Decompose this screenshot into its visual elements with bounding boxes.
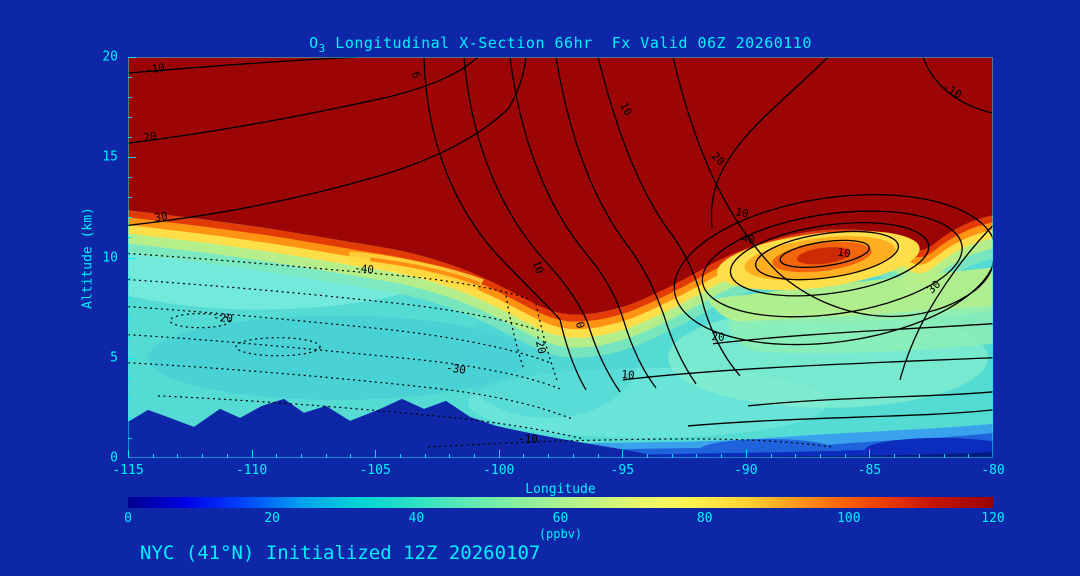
init-info-text: NYC (41°N) Initialized 12Z 20260107	[140, 542, 540, 564]
x-tick-label: -110	[235, 463, 268, 478]
colorbar-tick-labels: 0 20 40 60 80 100 120	[124, 511, 1005, 526]
y-axis-tick-labels: 0 5 10 15 20	[88, 50, 122, 466]
plot-title: O3 Longitudinal X-Section 66hr Fx Valid …	[128, 34, 993, 55]
x-axis-title: Longitude	[128, 482, 993, 497]
title-species: O	[309, 34, 319, 52]
title-text: Longitudinal X-Section 66hr Fx Valid 06Z…	[325, 34, 812, 52]
east-enhanced-ozone-band	[708, 267, 993, 354]
x-tick-label: -80	[981, 463, 1005, 478]
x-tick-label: -105	[359, 463, 391, 478]
stratosphere-red-fill	[128, 57, 993, 315]
y-tick-label: 15	[102, 149, 118, 165]
solid-contours	[128, 57, 993, 427]
y-tick-label: 10	[102, 250, 118, 265]
x-axis-tick-labels: -115 -110 -105 -100 -95 -90 -85 -80	[112, 463, 1004, 479]
x-tick-label: -100	[483, 463, 515, 478]
x-tick-label: 20	[264, 511, 280, 526]
x-tick-label: 100	[837, 511, 861, 526]
init-info-text-value: NYC (41°N) Initialized 12Z 20260107	[140, 542, 541, 564]
x-tick-label: -95	[610, 463, 635, 478]
contour-plot-svg	[128, 57, 993, 458]
x-tick-label: 40	[408, 511, 425, 526]
x-tick-label: -90	[734, 463, 758, 478]
plot-area: -10 20 30 -40 -20 -30 -20 -10 6 10 20 10 40 10 30 -10 20…	[128, 57, 993, 458]
y-tick-label: 20	[102, 49, 118, 65]
title-species-subscript: 3	[318, 42, 326, 55]
colorbar-unit-text: (ppbv)	[538, 527, 583, 541]
x-axis-title-text: Longitude	[525, 482, 596, 497]
y-tick-label: 5	[110, 350, 118, 366]
west-yellow-streak	[347, 251, 484, 292]
colorbar-unit-label: (ppbv)	[128, 527, 993, 541]
x-tick-label: 120	[981, 511, 1005, 526]
x-tick-label: -85	[857, 463, 882, 478]
x-tick-label: -115	[112, 463, 144, 478]
x-tick-label: 80	[696, 511, 713, 526]
terrain-silhouette	[128, 398, 668, 458]
x-tick-label: 60	[552, 511, 569, 526]
x-tick-label: 0	[124, 511, 132, 526]
dotted-contours	[128, 252, 834, 448]
colorbar	[128, 497, 993, 508]
y-tick-label: 0	[110, 450, 118, 466]
